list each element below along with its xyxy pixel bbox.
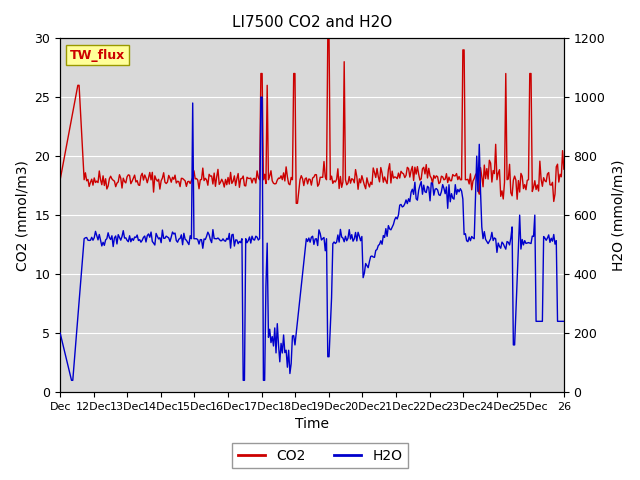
Title: LI7500 CO2 and H2O: LI7500 CO2 and H2O bbox=[232, 15, 392, 30]
Y-axis label: CO2 (mmol/m3): CO2 (mmol/m3) bbox=[15, 160, 29, 271]
Legend: CO2, H2O: CO2, H2O bbox=[232, 443, 408, 468]
Y-axis label: H2O (mmol/m3): H2O (mmol/m3) bbox=[611, 159, 625, 271]
X-axis label: Time: Time bbox=[295, 418, 329, 432]
Text: TW_flux: TW_flux bbox=[70, 49, 125, 62]
